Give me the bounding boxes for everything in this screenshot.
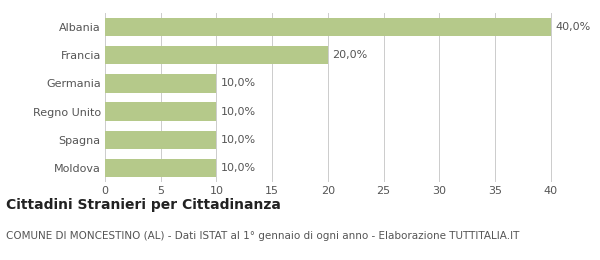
Text: 20,0%: 20,0% bbox=[332, 50, 368, 60]
Text: COMUNE DI MONCESTINO (AL) - Dati ISTAT al 1° gennaio di ogni anno - Elaborazione: COMUNE DI MONCESTINO (AL) - Dati ISTAT a… bbox=[6, 231, 520, 241]
Bar bbox=[105, 159, 217, 177]
Bar bbox=[105, 46, 328, 64]
Text: 10,0%: 10,0% bbox=[221, 163, 256, 173]
Text: 10,0%: 10,0% bbox=[221, 79, 256, 88]
Text: 10,0%: 10,0% bbox=[221, 135, 256, 145]
Bar bbox=[105, 102, 217, 121]
Bar bbox=[105, 74, 217, 93]
Text: Cittadini Stranieri per Cittadinanza: Cittadini Stranieri per Cittadinanza bbox=[6, 198, 281, 212]
Bar bbox=[105, 18, 551, 36]
Text: 10,0%: 10,0% bbox=[221, 107, 256, 116]
Bar bbox=[105, 131, 217, 149]
Text: 40,0%: 40,0% bbox=[555, 22, 590, 32]
